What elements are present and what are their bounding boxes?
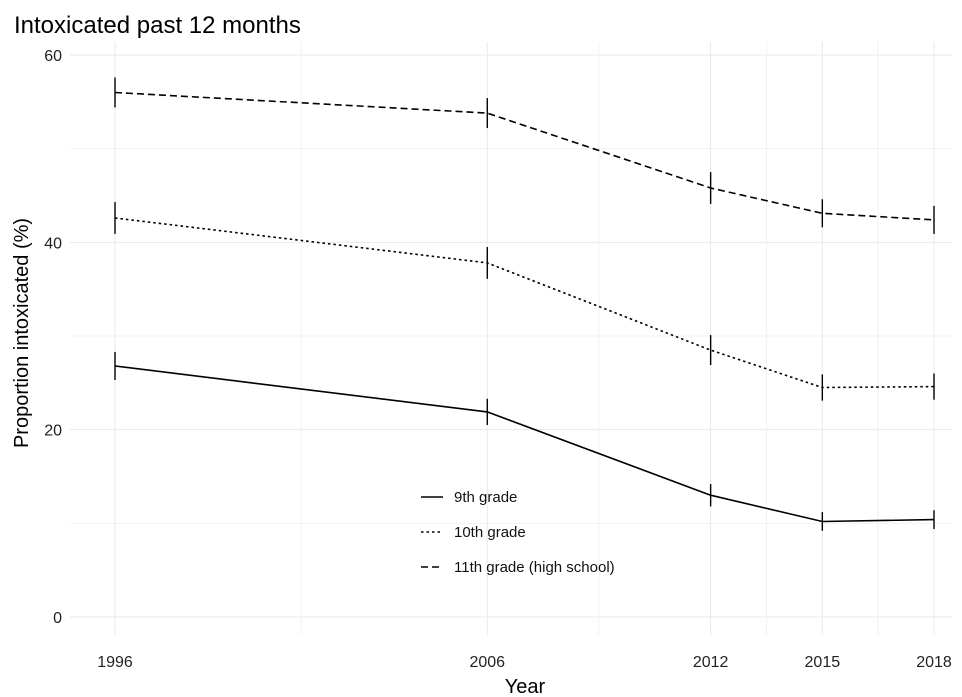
y-axis-ticks: 0 20 40 60 (44, 48, 62, 627)
x-tick-label: 2006 (469, 654, 505, 671)
x-tick-label: 2015 (805, 654, 841, 671)
legend-label: 10th grade (454, 524, 526, 541)
legend-item: 11th grade (high school) (421, 559, 615, 576)
y-tick-label: 20 (44, 423, 62, 440)
series-line (114, 217, 935, 389)
y-tick-label: 40 (44, 235, 62, 252)
legend-label: 11th grade (high school) (454, 559, 615, 576)
y-axis-title: Proportion intoxicated (%) (11, 218, 33, 448)
x-axis-title: Year (505, 676, 546, 697)
legend-label: 9th grade (454, 489, 517, 506)
y-tick-label: 60 (44, 48, 62, 65)
series-2 (114, 202, 935, 401)
series-1 (114, 351, 935, 531)
legend-item: 10th grade (421, 524, 526, 541)
series-group (114, 77, 935, 531)
series-line (114, 365, 935, 523)
x-tick-label: 2018 (916, 654, 952, 671)
x-tick-label: 1996 (97, 654, 133, 671)
legend: 9th grade 10th grade 11th grade (high scho… (421, 489, 615, 576)
y-tick-label: 0 (53, 610, 62, 627)
gridlines (70, 42, 952, 635)
series-3 (114, 77, 935, 234)
legend-item: 9th grade (421, 489, 517, 506)
series-line (114, 91, 935, 221)
x-axis-ticks: 1996 2006 2012 2015 2018 (97, 654, 952, 671)
x-tick-label: 2012 (693, 654, 729, 671)
chart-title: Intoxicated past 12 months (14, 12, 301, 39)
